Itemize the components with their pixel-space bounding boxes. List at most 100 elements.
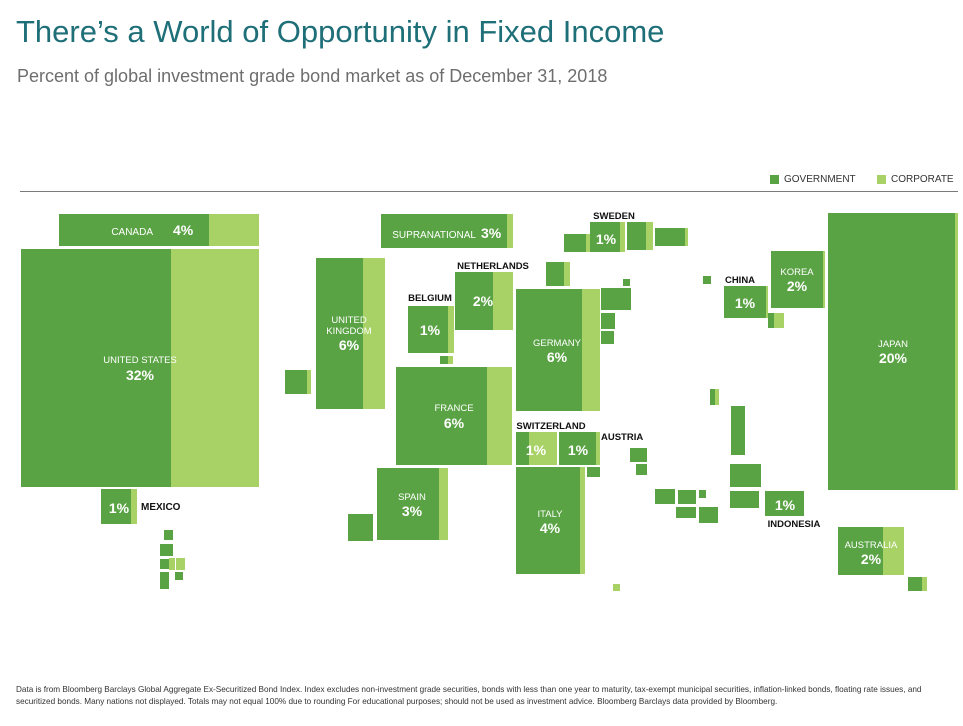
nordic-block — [685, 228, 688, 246]
israel-block — [655, 489, 675, 504]
italy-value: 4% — [540, 520, 561, 536]
uae-block — [676, 507, 696, 518]
central-america-block — [160, 544, 173, 556]
china-government — [724, 286, 766, 318]
malaysia-block — [730, 464, 761, 487]
spain-corporate — [439, 468, 448, 540]
central-america-block — [169, 558, 175, 570]
china-corporate — [766, 286, 768, 318]
small-country-block — [285, 370, 307, 394]
switzerland-corporate — [529, 432, 557, 465]
sweden-label: SWEDEN — [593, 211, 635, 222]
country-labels: CANADA 4% UNITED STATES 32% 1% MEXICO UN… — [103, 211, 908, 567]
norway-block — [586, 234, 590, 252]
france-value: 6% — [444, 415, 465, 431]
korea-value: 2% — [787, 278, 808, 294]
romania-block — [636, 464, 647, 475]
hong-kong-block — [768, 313, 774, 328]
norway-block — [564, 234, 586, 252]
china-label: CHINA — [725, 275, 755, 286]
australia-label: AUSTRALIA — [845, 540, 898, 551]
united-kingdom-label-line1: UNITED — [331, 315, 367, 326]
page-title: There’s a World of Opportunity in Fixed … — [16, 14, 665, 49]
austria-government — [559, 432, 596, 465]
supranational-label: SUPRANATIONAL — [392, 230, 476, 241]
japan-value: 20% — [879, 350, 908, 366]
portugal-block — [348, 514, 373, 541]
header-divider — [20, 191, 958, 192]
spain-value: 3% — [402, 503, 423, 519]
legend-corporate-swatch — [877, 175, 886, 184]
netherlands-government — [455, 272, 493, 330]
belgium-value: 1% — [420, 322, 441, 338]
switzerland-value: 1% — [526, 442, 547, 458]
luxembourg-block — [448, 356, 453, 364]
sweden-value: 1% — [596, 231, 617, 247]
legend-government-label: GOVERNMENT — [784, 174, 856, 185]
netherlands-value: 2% — [473, 293, 494, 309]
singapore-block — [730, 491, 759, 508]
new-zealand-block — [908, 577, 922, 591]
bond-market-map: CANADA 4% UNITED STATES 32% 1% MEXICO UN… — [21, 211, 958, 591]
kazakhstan-block — [703, 276, 711, 284]
japan-label: JAPAN — [878, 339, 908, 350]
hong-kong-block — [774, 313, 784, 328]
italy-label: ITALY — [538, 509, 564, 520]
switzerland-label: SWITZERLAND — [516, 421, 585, 432]
supranational-value: 3% — [481, 225, 502, 241]
australia-value: 2% — [861, 551, 882, 567]
sweden-government — [590, 222, 620, 252]
sweden-corporate — [620, 222, 625, 252]
finland-block — [646, 222, 653, 250]
philippines-block — [715, 389, 719, 405]
belgium-government — [408, 306, 448, 353]
germany-label: GERMANY — [533, 338, 582, 349]
austria-value: 1% — [568, 442, 589, 458]
germany-corporate — [582, 289, 600, 411]
korea-government — [771, 251, 823, 308]
poland-block — [601, 288, 631, 310]
united-kingdom-government — [316, 258, 363, 409]
united-states-corporate — [171, 249, 259, 487]
luxembourg-block — [440, 356, 448, 364]
slovakia-block — [601, 331, 614, 344]
indonesia-government — [765, 491, 804, 516]
central-america-block — [160, 572, 169, 589]
page-subtitle: Percent of global investment grade bond … — [17, 66, 608, 86]
central-america-block — [175, 572, 183, 580]
australia-government — [838, 527, 883, 575]
poland-block — [623, 279, 630, 286]
saudi-block — [678, 490, 696, 504]
belgium-corporate — [448, 306, 454, 353]
indonesia-label: INDONESIA — [768, 519, 821, 530]
germany-government — [516, 289, 582, 411]
thailand-block — [731, 406, 745, 455]
mexico-government — [101, 489, 131, 524]
spain-label: SPAIN — [398, 492, 426, 503]
mexico-corporate — [131, 489, 137, 524]
mexico-label: MEXICO — [141, 502, 181, 513]
malta-block — [613, 584, 620, 591]
belgium-label: BELGIUM — [408, 293, 452, 304]
denmark-block — [546, 262, 564, 286]
united-kingdom-corporate — [363, 258, 385, 409]
czech-block — [601, 313, 615, 329]
australia-corporate — [883, 527, 904, 575]
canada-corporate — [209, 214, 259, 246]
nordic-block — [655, 228, 685, 246]
france-corporate — [487, 367, 512, 465]
korea-label: KOREA — [780, 267, 814, 278]
central-america-block — [164, 530, 173, 540]
small-country-block — [307, 370, 311, 394]
austria-corporate — [596, 432, 600, 465]
austria-label: AUSTRIA — [601, 432, 643, 443]
spain-government — [377, 468, 439, 540]
united-kingdom-label-line2: KINGDOM — [326, 326, 371, 337]
finland-block — [627, 222, 646, 250]
united-kingdom-value: 6% — [339, 337, 360, 353]
supranational-government — [381, 214, 507, 248]
mexico-value: 1% — [109, 500, 130, 516]
oman-block — [699, 507, 718, 523]
netherlands-corporate — [493, 272, 513, 330]
germany-value: 6% — [547, 349, 568, 365]
